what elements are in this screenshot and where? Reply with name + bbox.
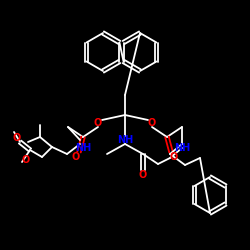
Text: O: O [148,118,156,128]
Text: O: O [22,155,30,165]
Text: O: O [139,170,147,180]
Text: NH: NH [174,143,190,153]
Text: NH: NH [75,143,91,153]
Text: NH: NH [117,135,133,145]
Text: O: O [170,152,178,162]
Text: O: O [13,133,21,143]
Text: O: O [94,118,102,128]
Text: O: O [72,152,80,162]
